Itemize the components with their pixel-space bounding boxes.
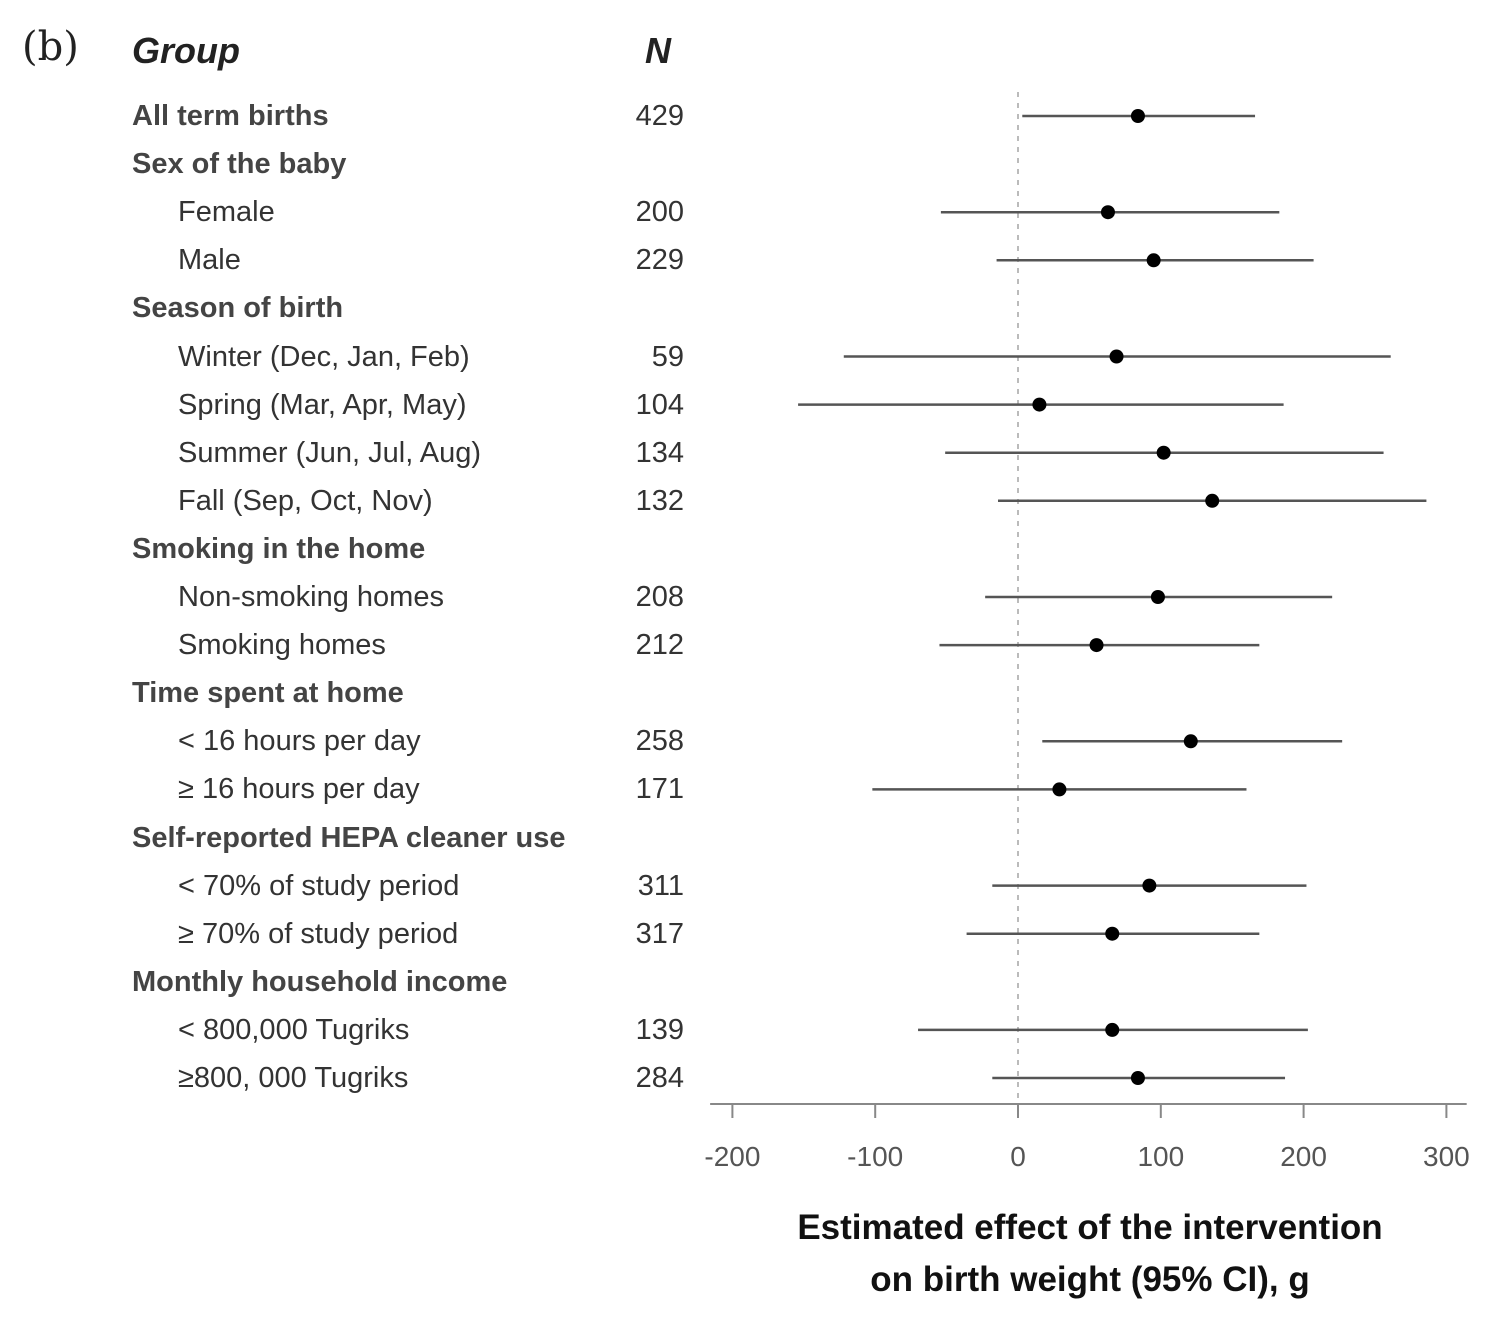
n-column-header: N [645, 30, 671, 71]
point-estimate [1130, 109, 1145, 123]
subgroup-label: Summer (Jun, Jul, Aug) [178, 436, 481, 469]
row-n-value: 200 [635, 196, 684, 229]
subgroup-label: Fall (Sep, Oct, Nov) [178, 484, 433, 517]
row-n-value: 317 [635, 917, 684, 950]
x-axis-title-line-1: Estimated effect of the intervention [797, 1208, 1383, 1247]
x-tick-label: 200 [1280, 1141, 1327, 1172]
point-estimate [1089, 638, 1104, 653]
point-estimate [1100, 205, 1115, 220]
row-n-value: 229 [635, 244, 684, 277]
row-n-value: 104 [635, 388, 684, 421]
row-n-value: 208 [635, 581, 684, 613]
subgroup-label: Non-smoking homes [178, 581, 444, 613]
row-n-value: 171 [635, 773, 684, 806]
row-labels: All term births 429 Sex of the baby Female 2… [0, 0, 720, 1110]
row-n-value: 311 [637, 869, 684, 902]
subgroup-label: < 800,000 Tugriks [178, 1013, 410, 1046]
group-heading-label: All term births [132, 100, 329, 132]
subgroup-label: ≥ 70% of study period [178, 917, 459, 950]
forest-plot: -200 -100 0 100 200 300 [704, 92, 1470, 1172]
x-tick-label: -100 [847, 1141, 903, 1172]
group-heading-label: Sex of the baby [132, 148, 347, 181]
row-n-value: 429 [635, 100, 684, 132]
point-estimate [1052, 782, 1067, 797]
group-heading-label: Smoking in the home [132, 532, 426, 565]
subgroup-label: Female [178, 196, 275, 229]
group-heading-label: Self-reported HEPA cleaner use [132, 821, 566, 854]
panel-label: (b) [22, 24, 79, 70]
row-n-value: 258 [635, 725, 684, 758]
group-column-header: Group [132, 30, 240, 71]
subgroup-label: Spring (Mar, Apr, May) [178, 388, 467, 421]
x-axis-title: Estimated effect of the intervention on … [700, 1202, 1480, 1306]
subgroup-label: ≥800, 000 Tugriks [178, 1062, 409, 1094]
subgroup-label: < 16 hours per day [178, 725, 421, 758]
x-tick-label: -200 [704, 1141, 760, 1172]
subgroup-label: ≥ 16 hours per day [178, 773, 420, 806]
point-estimate [1142, 878, 1157, 893]
row-n-value: 212 [635, 629, 684, 662]
row-n-value: 132 [635, 484, 684, 517]
x-tick-label: 100 [1137, 1141, 1184, 1172]
point-estimate [1183, 734, 1198, 749]
x-axis-title-line-2: on birth weight (95% CI), g [870, 1260, 1310, 1299]
group-heading-label: Monthly household income [132, 965, 508, 998]
group-heading-label: Time spent at home [132, 677, 404, 710]
row-n-value: 134 [635, 436, 684, 469]
row-n-value: 284 [635, 1062, 684, 1094]
point-estimate [1032, 397, 1047, 412]
subgroup-label: < 70% of study period [178, 869, 460, 902]
point-estimate [1130, 1071, 1145, 1085]
row-n-value: 139 [635, 1013, 684, 1046]
subgroup-label: Smoking homes [178, 629, 386, 662]
point-estimate [1156, 445, 1171, 460]
point-estimate [1105, 1022, 1120, 1037]
point-estimate [1105, 926, 1120, 941]
x-tick-label: 300 [1423, 1141, 1470, 1172]
point-estimate [1150, 590, 1165, 604]
point-estimate [1109, 349, 1124, 364]
subgroup-label: Winter (Dec, Jan, Feb) [178, 340, 470, 373]
subgroup-label: Male [178, 244, 241, 277]
point-estimate [1146, 253, 1161, 268]
point-estimate [1205, 493, 1220, 508]
x-tick-label: 0 [1010, 1141, 1026, 1172]
group-heading-label: Season of birth [132, 292, 344, 325]
row-n-value: 59 [651, 340, 684, 373]
